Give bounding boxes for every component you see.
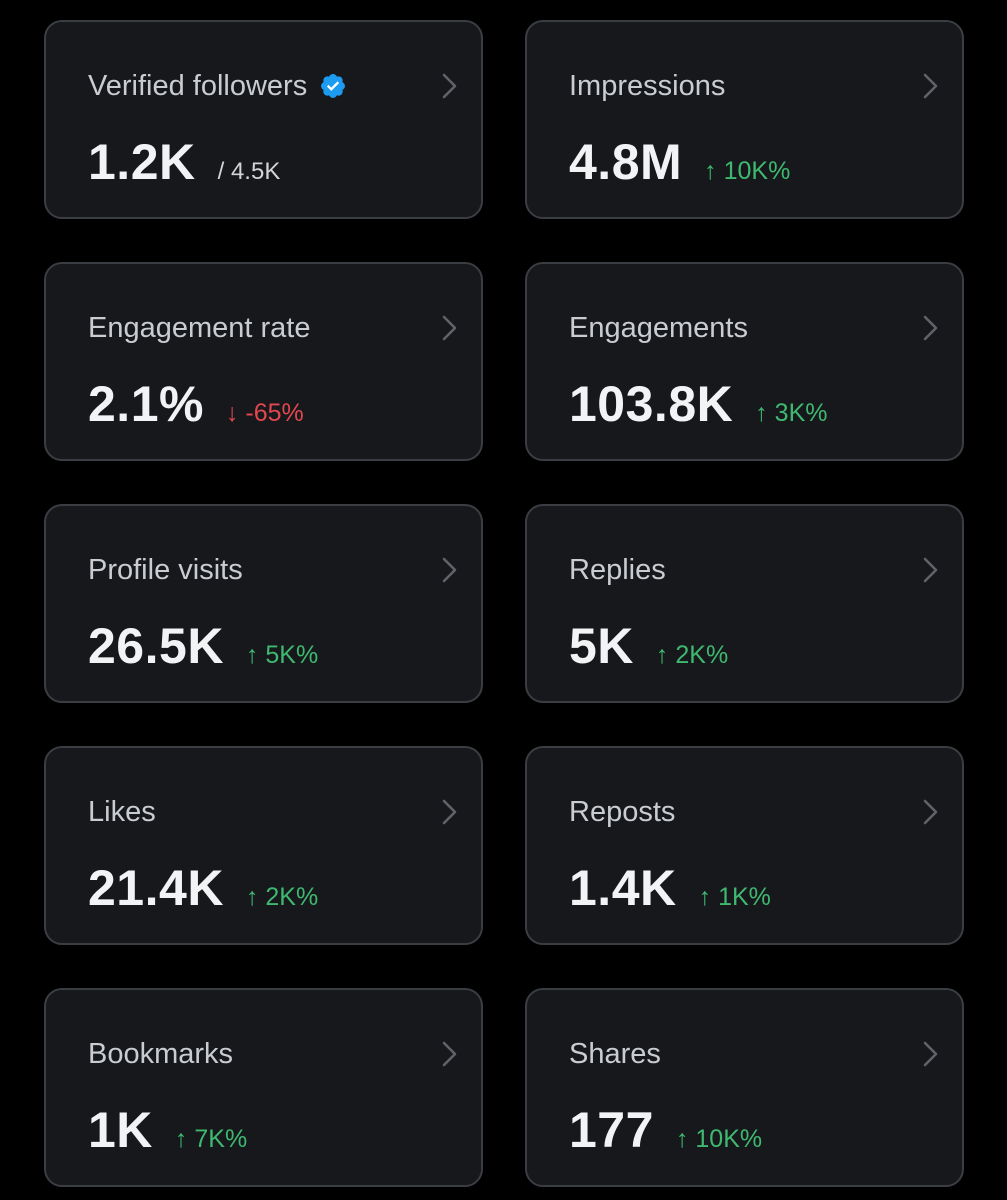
card-title-label: Replies bbox=[569, 554, 666, 586]
metric-delta: ↑ 10K% bbox=[704, 157, 791, 185]
chevron-right-icon bbox=[923, 557, 938, 583]
metric-row: 5K ↑ 2K% bbox=[569, 618, 728, 674]
chevron-right-icon bbox=[923, 315, 938, 341]
metric-total: / 4.5K bbox=[217, 158, 281, 185]
metric-value: 5K bbox=[569, 618, 634, 674]
card-title-label: Likes bbox=[88, 796, 156, 828]
metric-value: 177 bbox=[569, 1102, 654, 1158]
metric-value: 2.1% bbox=[88, 376, 204, 432]
metric-value: 26.5K bbox=[88, 618, 224, 674]
metric-delta: ↑ 2K% bbox=[245, 883, 319, 911]
card-bookmarks[interactable]: Bookmarks 1K ↑ 7K% bbox=[44, 988, 483, 1187]
card-title: Bookmarks bbox=[88, 1036, 233, 1072]
card-title: Replies bbox=[569, 552, 666, 588]
chevron-right-icon bbox=[923, 73, 938, 99]
card-verified-followers[interactable]: Verified followers 1.2K / 4.5K bbox=[44, 20, 483, 219]
card-title: Impressions bbox=[569, 68, 725, 104]
chevron-right-icon bbox=[442, 799, 457, 825]
card-title-label: Engagement rate bbox=[88, 312, 311, 344]
metric-value: 1K bbox=[88, 1102, 153, 1158]
chevron-right-icon bbox=[442, 1041, 457, 1067]
card-title: Engagements bbox=[569, 310, 748, 346]
metric-value: 4.8M bbox=[569, 134, 683, 190]
card-replies[interactable]: Replies 5K ↑ 2K% bbox=[525, 504, 964, 703]
metric-row: 2.1% ↓ -65% bbox=[88, 376, 304, 432]
verified-badge-icon bbox=[321, 74, 346, 98]
card-title-label: Impressions bbox=[569, 70, 726, 102]
card-title-label: Reposts bbox=[569, 796, 676, 828]
metric-delta: ↑ 3K% bbox=[755, 399, 828, 427]
metric-value: 1.2K bbox=[88, 134, 196, 190]
card-title-label: Engagements bbox=[569, 312, 748, 344]
card-title-label: Profile visits bbox=[88, 554, 243, 586]
metric-delta: ↑ 1K% bbox=[698, 883, 771, 911]
metric-row: 26.5K ↑ 5K% bbox=[88, 618, 318, 674]
card-title-label: Bookmarks bbox=[88, 1038, 234, 1070]
card-title: Engagement rate bbox=[88, 310, 310, 346]
chevron-right-icon bbox=[923, 799, 938, 825]
chevron-right-icon bbox=[442, 73, 457, 99]
chevron-right-icon bbox=[442, 315, 457, 341]
metric-delta: ↓ -65% bbox=[225, 399, 304, 427]
metric-value: 21.4K bbox=[88, 860, 224, 916]
card-reposts[interactable]: Reposts 1.4K ↑ 1K% bbox=[525, 746, 964, 945]
metric-row: 177 ↑ 10K% bbox=[569, 1102, 762, 1158]
card-title-label: Shares bbox=[569, 1038, 661, 1070]
card-title: Likes bbox=[88, 794, 156, 830]
metric-value: 103.8K bbox=[569, 376, 734, 432]
card-title-label: Verified followers bbox=[88, 70, 308, 102]
chevron-right-icon bbox=[442, 557, 457, 583]
card-impressions[interactable]: Impressions 4.8M ↑ 10K% bbox=[525, 20, 964, 219]
chevron-right-icon bbox=[923, 1041, 938, 1067]
metric-row: 103.8K ↑ 3K% bbox=[569, 376, 828, 432]
metric-row: 1K ↑ 7K% bbox=[88, 1102, 247, 1158]
card-title: Shares bbox=[569, 1036, 661, 1072]
card-title: Reposts bbox=[569, 794, 675, 830]
analytics-grid: Verified followers 1.2K / 4.5K Impressio… bbox=[44, 20, 964, 1187]
card-profile-visits[interactable]: Profile visits 26.5K ↑ 5K% bbox=[44, 504, 483, 703]
metric-value: 1.4K bbox=[569, 860, 677, 916]
card-title: Profile visits bbox=[88, 552, 243, 588]
metric-delta: ↑ 10K% bbox=[675, 1125, 763, 1153]
metric-delta: ↑ 2K% bbox=[655, 641, 729, 669]
metric-delta: ↑ 7K% bbox=[174, 1125, 248, 1153]
metric-row: 1.4K ↑ 1K% bbox=[569, 860, 771, 916]
card-engagements[interactable]: Engagements 103.8K ↑ 3K% bbox=[525, 262, 964, 461]
card-likes[interactable]: Likes 21.4K ↑ 2K% bbox=[44, 746, 483, 945]
card-shares[interactable]: Shares 177 ↑ 10K% bbox=[525, 988, 964, 1187]
card-title: Verified followers bbox=[88, 68, 347, 104]
metric-row: 1.2K / 4.5K bbox=[88, 134, 280, 190]
card-engagement-rate[interactable]: Engagement rate 2.1% ↓ -65% bbox=[44, 262, 483, 461]
metric-row: 4.8M ↑ 10K% bbox=[569, 134, 790, 190]
metric-delta: ↑ 5K% bbox=[245, 641, 319, 669]
metric-row: 21.4K ↑ 2K% bbox=[88, 860, 318, 916]
